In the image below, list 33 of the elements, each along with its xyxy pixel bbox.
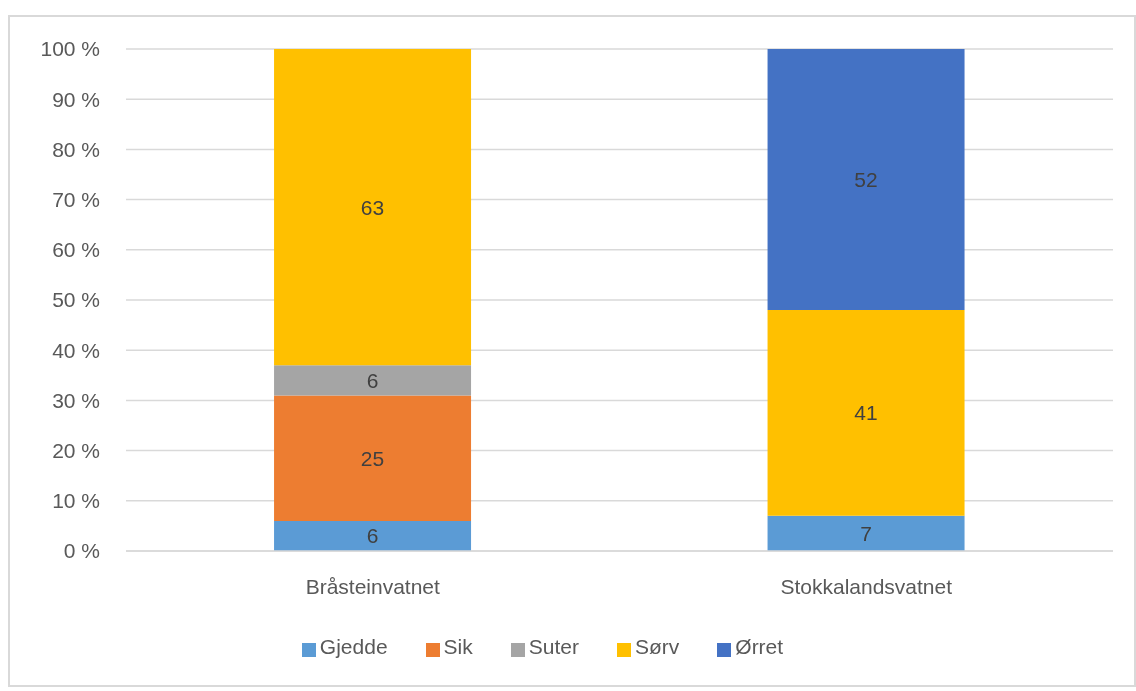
bar — [767, 515, 965, 551]
y-tick-label: 90 % — [52, 87, 100, 111]
y-tick-label: 80 % — [52, 137, 100, 161]
data-label: 52 — [854, 168, 878, 192]
data-label: 6 — [366, 524, 379, 548]
data-label: 7 — [860, 521, 872, 545]
chart-frame: Gjedde Sik Suter Sørv Ørret Bråsteinvatnet Stokkalandsvatnet 0 % 10 % 20 % 30 % 40 % 50 % 60 % 70 % 80 % 90 % 100 % 6 7 25 6 63 41 52 — [8, 15, 1136, 687]
y-tick-label: 20 % — [52, 439, 100, 463]
y-tick-label: 10 % — [52, 489, 100, 513]
x-tick-label: Stokkalandsvatnet — [780, 574, 953, 598]
data-label: 63 — [360, 195, 385, 219]
data-label: 6 — [366, 368, 379, 392]
bar — [274, 49, 472, 366]
bar — [767, 310, 965, 516]
y-tick-label: 60 % — [52, 238, 100, 262]
legend-label: Gjedde — [319, 635, 388, 658]
bar — [274, 520, 472, 551]
legend-label: Ørret — [735, 635, 784, 658]
y-tick-label: 70 % — [52, 188, 100, 212]
bar — [767, 49, 965, 311]
legend-label: Suter — [528, 635, 579, 658]
bar — [274, 395, 472, 521]
data-label: 25 — [360, 446, 385, 470]
data-label: 41 — [854, 401, 878, 425]
y-tick-label: 40 % — [52, 338, 100, 362]
y-tick-label: 0 % — [63, 539, 100, 563]
legend-label: Sik — [443, 635, 473, 658]
bar — [274, 365, 472, 396]
y-tick-label: 50 % — [52, 288, 100, 312]
x-tick-label: Bråsteinvatnet — [305, 574, 441, 598]
y-tick-label: 100 % — [40, 37, 100, 61]
legend-label: Sørv — [634, 635, 680, 658]
y-tick-label: 30 % — [52, 388, 100, 412]
